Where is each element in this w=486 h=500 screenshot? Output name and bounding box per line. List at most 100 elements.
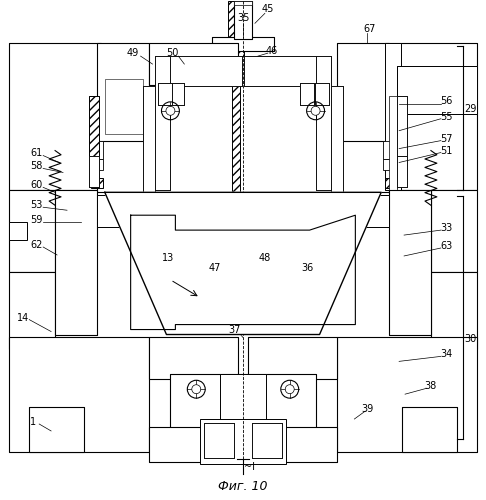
Circle shape: [192, 384, 201, 394]
Text: 49: 49: [126, 48, 139, 58]
Bar: [89, 140, 103, 158]
Bar: [234, 2, 252, 39]
Bar: [402, 407, 457, 452]
Polygon shape: [131, 215, 355, 330]
Text: 55: 55: [441, 112, 453, 122]
Bar: [171, 56, 242, 86]
Text: 14: 14: [17, 312, 29, 322]
Text: 59: 59: [30, 215, 42, 225]
Circle shape: [285, 384, 294, 394]
Bar: [397, 66, 477, 114]
Bar: [242, 196, 389, 227]
Text: Фиг. 10: Фиг. 10: [218, 480, 268, 493]
Text: 58: 58: [30, 162, 42, 172]
Bar: [337, 338, 477, 452]
Bar: [105, 79, 142, 134]
Bar: [389, 190, 431, 334]
Bar: [29, 407, 84, 452]
Bar: [142, 86, 155, 192]
Text: 63: 63: [441, 241, 453, 251]
Bar: [268, 427, 337, 462]
Text: 29: 29: [465, 104, 477, 114]
Text: 67: 67: [363, 24, 376, 34]
Bar: [397, 156, 407, 188]
Bar: [300, 83, 313, 105]
Bar: [171, 56, 242, 86]
Bar: [385, 43, 401, 191]
Bar: [389, 96, 397, 206]
Text: 48: 48: [259, 253, 271, 263]
Bar: [397, 96, 407, 156]
Bar: [431, 190, 477, 272]
Text: 1: 1: [30, 417, 36, 427]
Bar: [234, 2, 252, 39]
Bar: [385, 43, 477, 191]
Bar: [200, 419, 286, 464]
Bar: [337, 43, 389, 142]
Bar: [89, 96, 99, 156]
Bar: [149, 338, 238, 380]
Bar: [29, 407, 84, 452]
Circle shape: [311, 106, 320, 116]
Text: 46: 46: [266, 46, 278, 56]
Bar: [9, 222, 27, 240]
Bar: [158, 83, 173, 105]
Bar: [9, 190, 55, 272]
Bar: [101, 76, 146, 140]
Bar: [91, 178, 103, 188]
Text: 35: 35: [237, 14, 249, 24]
Text: 57: 57: [441, 134, 453, 143]
Bar: [149, 427, 218, 462]
Text: 56: 56: [441, 96, 453, 106]
Bar: [173, 83, 184, 105]
Bar: [149, 43, 238, 85]
Bar: [158, 83, 173, 105]
Bar: [431, 272, 477, 349]
Bar: [142, 86, 155, 192]
Text: 45: 45: [261, 4, 274, 15]
Bar: [314, 83, 329, 105]
Text: 53: 53: [30, 200, 42, 210]
Bar: [155, 56, 171, 190]
Text: 13: 13: [162, 253, 174, 263]
Bar: [149, 427, 218, 462]
Bar: [248, 338, 337, 380]
Bar: [97, 196, 244, 227]
Bar: [337, 140, 389, 192]
Bar: [315, 56, 331, 190]
Bar: [311, 215, 355, 230]
Text: 34: 34: [441, 350, 453, 360]
Bar: [9, 190, 55, 272]
Bar: [97, 140, 149, 192]
Text: 60: 60: [30, 180, 42, 190]
Bar: [55, 190, 97, 334]
Bar: [89, 96, 99, 156]
Bar: [431, 272, 477, 349]
Bar: [300, 83, 313, 105]
Bar: [331, 86, 344, 192]
Bar: [171, 374, 315, 429]
Bar: [220, 374, 266, 429]
Bar: [383, 140, 397, 158]
Text: ~I: ~I: [244, 462, 255, 472]
Bar: [337, 43, 389, 142]
Bar: [9, 338, 149, 452]
Bar: [204, 423, 234, 458]
Bar: [234, 2, 252, 6]
Bar: [9, 338, 149, 452]
Bar: [242, 196, 389, 227]
Bar: [331, 86, 344, 192]
Bar: [55, 190, 97, 334]
Bar: [204, 423, 234, 458]
Bar: [97, 43, 149, 142]
Bar: [431, 190, 477, 272]
Circle shape: [166, 106, 175, 116]
Bar: [89, 156, 99, 188]
Bar: [149, 43, 238, 85]
Bar: [337, 140, 389, 192]
Bar: [402, 407, 457, 452]
Bar: [171, 374, 315, 429]
Text: 50: 50: [166, 48, 178, 58]
Bar: [252, 423, 282, 458]
Bar: [397, 66, 477, 114]
